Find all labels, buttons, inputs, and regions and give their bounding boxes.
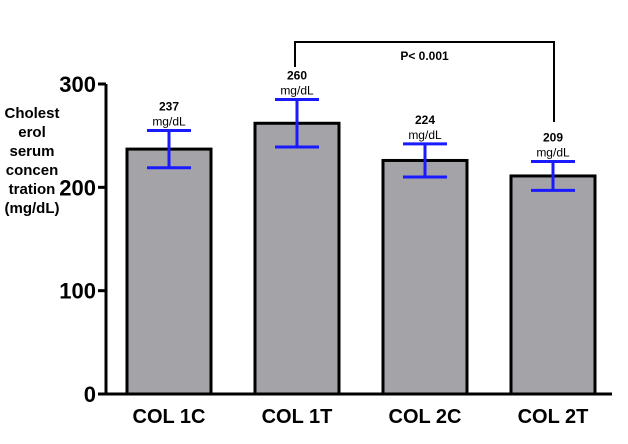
y-tick-label: 100: [59, 279, 96, 304]
data-label: 224: [415, 113, 435, 127]
data-label: 237: [159, 100, 179, 114]
data-label: 260: [287, 69, 307, 83]
y-tick-label: 200: [59, 175, 96, 200]
significance-bracket: [294, 41, 555, 122]
bar: [509, 174, 597, 396]
y-tick-label: 300: [59, 72, 96, 97]
y-axis-label: Cholest erol serum concen tration (mg/dL…: [4, 105, 60, 217]
x-tick-label: COL 1T: [262, 406, 333, 428]
x-tick-label: COL 2C: [389, 406, 462, 428]
bar: [125, 147, 213, 396]
x-tick-label: COL 2T: [518, 406, 589, 428]
bar: [381, 158, 469, 396]
data-label-unit: mg/dL: [280, 84, 314, 98]
data-label-unit: mg/dL: [152, 115, 186, 129]
data-label-unit: mg/dL: [408, 128, 442, 142]
data-label-unit: mg/dL: [536, 146, 570, 160]
data-label: 209: [543, 131, 563, 145]
bar: [253, 121, 341, 396]
significance-label: P< 0.001: [400, 49, 449, 63]
y-tick-label: 0: [84, 382, 96, 407]
x-tick-label: COL 1C: [133, 406, 206, 428]
